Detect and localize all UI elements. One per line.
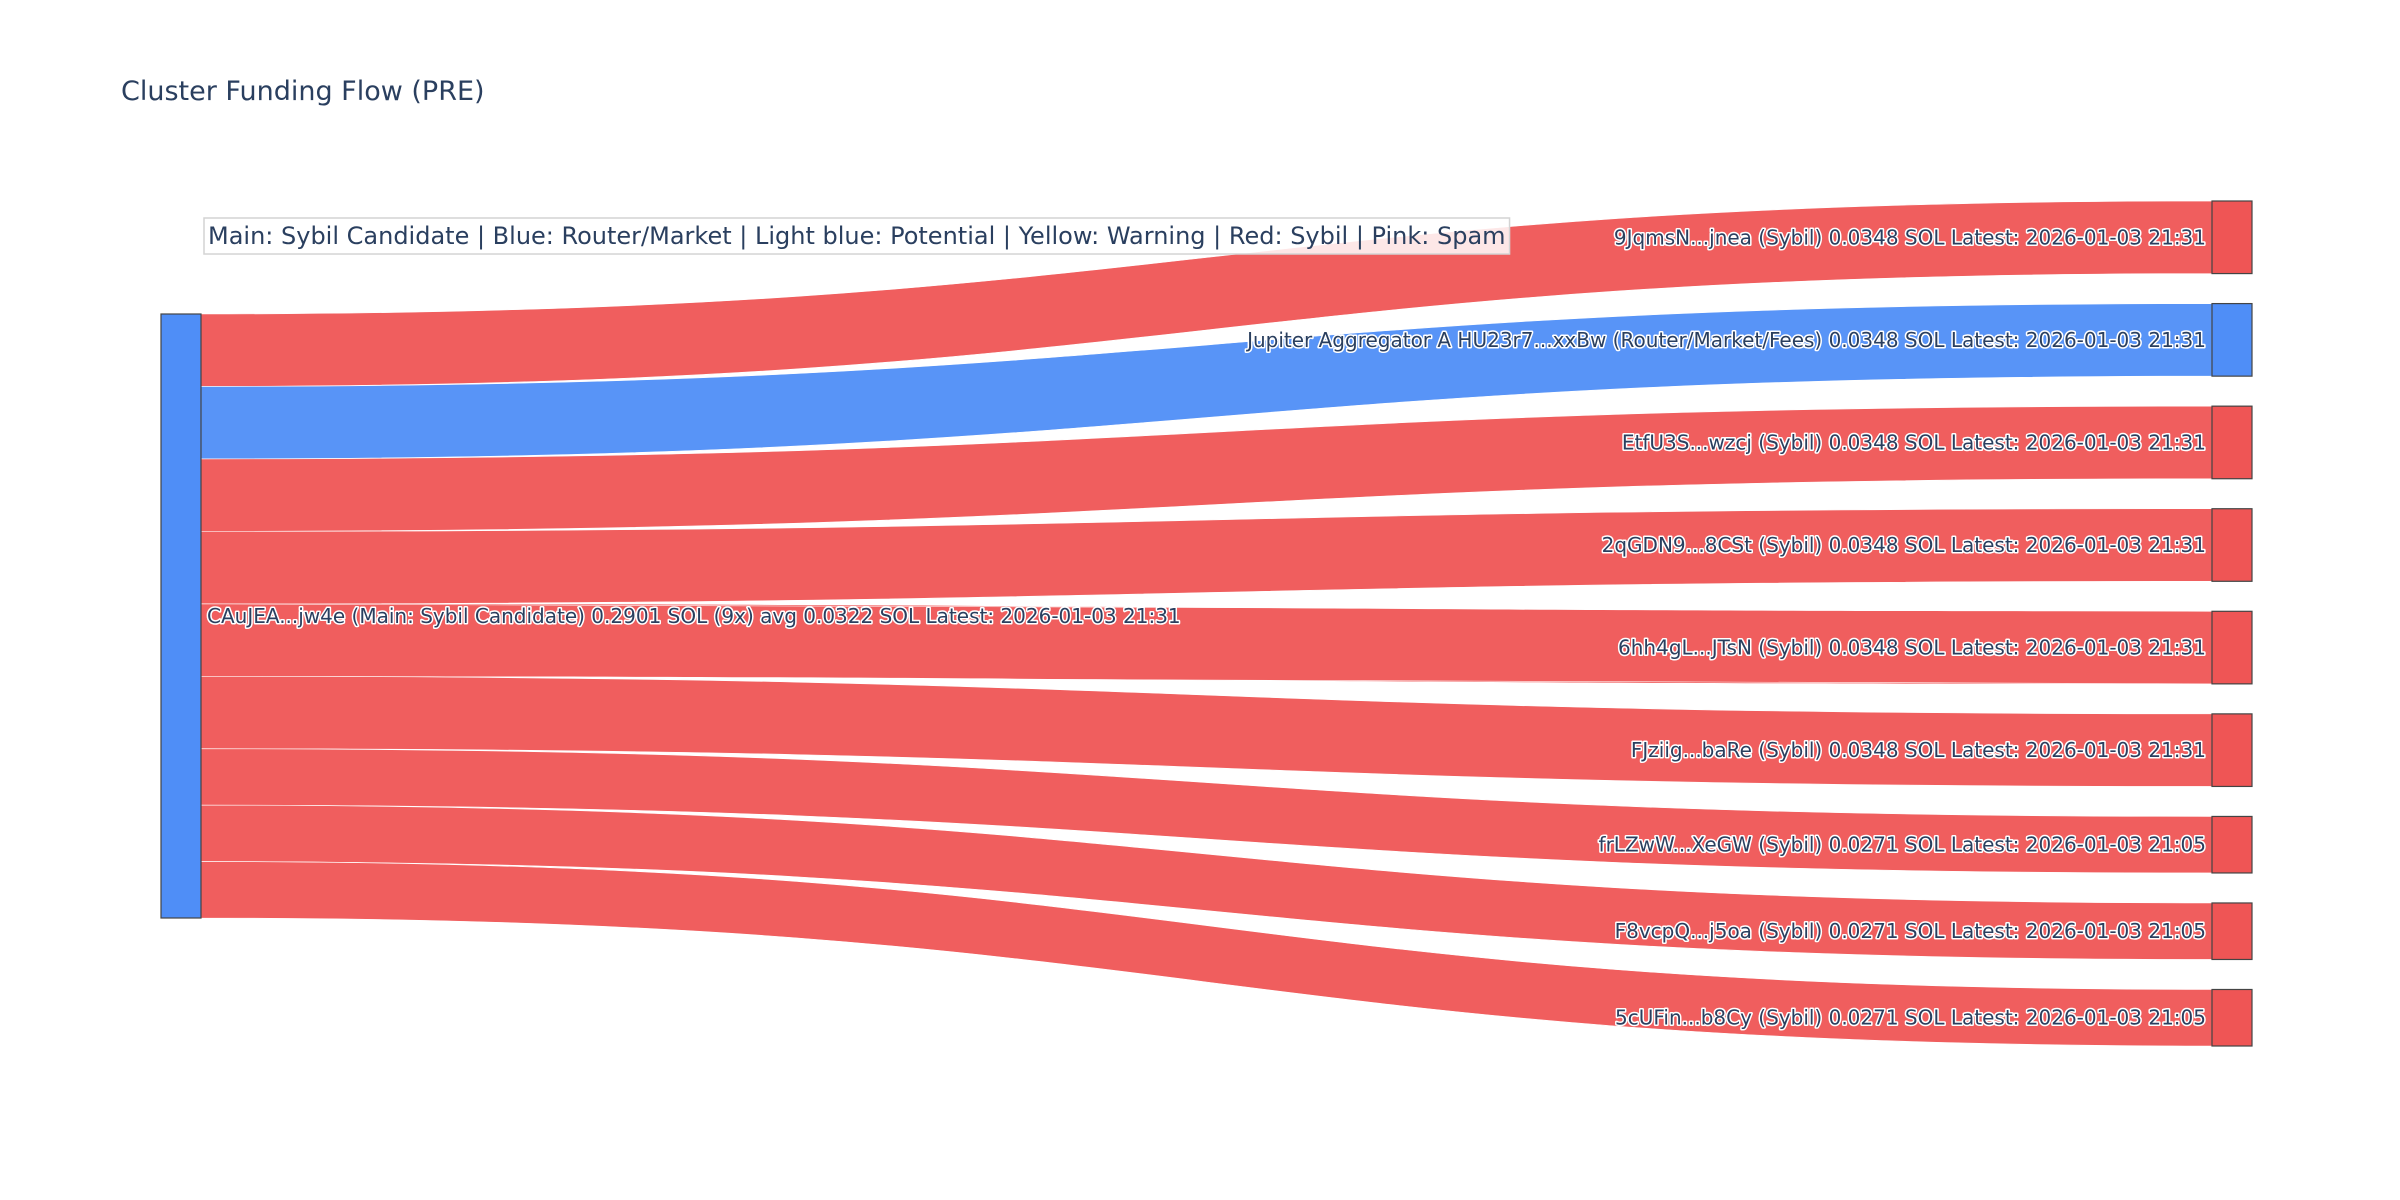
target-node-label-8: F8vcpQ...j5oa (Sybil) 0.0271 SOL Latest:…: [1615, 919, 2206, 943]
source-node-label: CAuJEA...jw4e (Main: Sybil Candidate) 0.…: [207, 604, 1181, 628]
target-node-label-9: 5cUFin...b8Cy (Sybil) 0.0271 SOL Latest:…: [1615, 1006, 2206, 1030]
target-node-8: [2211, 902, 2253, 961]
target-node-7: [2211, 815, 2253, 874]
target-node-4: [2211, 508, 2253, 582]
target-node-1: [2211, 200, 2253, 275]
source-node: [160, 313, 202, 919]
target-node-label-2: Jupiter Aggregator A HU23r7...xxBw (Rout…: [1245, 328, 2206, 352]
legend-annotation-box: [203, 217, 1511, 255]
target-node-label-7: frLZwW...XeGW (Sybil) 0.0271 SOL Latest:…: [1599, 833, 2206, 857]
target-node-9: [2211, 988, 2253, 1047]
target-node-label-4: 2qGDN9...8CSt (Sybil) 0.0348 SOL Latest:…: [1602, 533, 2206, 557]
labels-layer: 9JqmsN...jnea (Sybil) 0.0348 SOL Latest:…: [206, 224, 2208, 1031]
legend-annotation: Main: Sybil Candidate | Blue: Router/Mar…: [203, 217, 1511, 255]
nodes-layer: [160, 200, 2253, 1047]
target-node-label-1: 9JqmsN...jnea (Sybil) 0.0348 SOL Latest:…: [1614, 225, 2206, 249]
chart-title: Cluster Funding Flow (PRE): [121, 76, 485, 107]
target-node-2: [2211, 302, 2253, 377]
target-node-6: [2211, 713, 2253, 788]
target-node-3: [2211, 405, 2253, 480]
links-layer: [200, 200, 2213, 1047]
target-node-label-5: 6hh4gL...JTsN (Sybil) 0.0348 SOL Latest:…: [1618, 636, 2206, 660]
target-node-5: [2211, 610, 2253, 685]
legend-annotation-text: Main: Sybil Candidate | Blue: Router/Mar…: [208, 222, 1506, 250]
target-node-label-3: EtfU3S...wzcj (Sybil) 0.0348 SOL Latest:…: [1622, 430, 2206, 454]
target-node-label-6: FJziig...baRe (Sybil) 0.0348 SOL Latest:…: [1631, 738, 2206, 762]
